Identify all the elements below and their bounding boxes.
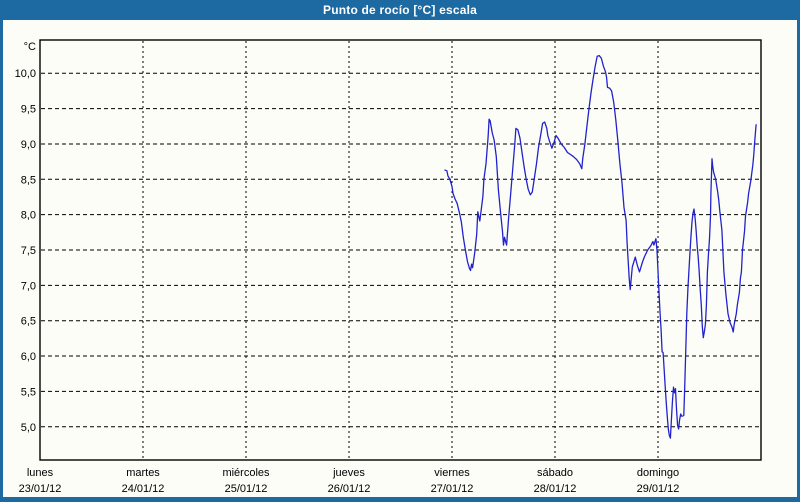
chart-area: 10,0 9,5 9,0 8,5 8,0 7,5 7,0 6,5 6,0 5,5 5,0 °C lune… <box>3 20 797 497</box>
y-tick-label: 7,5 <box>21 245 36 257</box>
title-bar: Punto de rocío [°C] escala <box>0 0 800 20</box>
y-tick-label: 9,5 <box>21 104 36 116</box>
y-tick-label: 9,0 <box>21 139 36 151</box>
day-date-label: 26/01/12 <box>328 483 371 495</box>
y-tick-label: 8,0 <box>21 210 36 222</box>
y-tick-label: 6,5 <box>21 316 36 328</box>
day-name-label: miércoles <box>222 467 270 479</box>
y-axis-unit-label: °C <box>24 41 36 53</box>
day-name-label: domingo <box>637 467 679 479</box>
y-tick-label: 8,5 <box>21 174 36 186</box>
day-name-label: lunes <box>27 467 54 479</box>
day-date-label: 29/01/12 <box>637 483 680 495</box>
chart-title: Punto de rocío [°C] escala <box>322 3 478 17</box>
y-tick-label: 5,5 <box>21 386 36 398</box>
y-tick-label: 10,0 <box>15 68 36 80</box>
day-name-label: sábado <box>537 467 573 479</box>
day-name-label: jueves <box>332 467 365 479</box>
y-tick-label: 6,0 <box>21 351 36 363</box>
dewpoint-series-line <box>444 54 757 439</box>
day-date-label: 23/01/12 <box>19 483 62 495</box>
day-date-label: 24/01/12 <box>122 483 165 495</box>
day-name-label: martes <box>126 467 160 479</box>
y-tick-label: 7,0 <box>21 280 36 292</box>
y-tick-label: 5,0 <box>21 422 36 434</box>
day-date-label: 27/01/12 <box>431 483 474 495</box>
dewpoint-chart: 10,0 9,5 9,0 8,5 8,0 7,5 7,0 6,5 6,0 5,5 5,0 °C lune… <box>15 39 762 495</box>
day-date-label: 28/01/12 <box>534 483 577 495</box>
day-date-label: 25/01/12 <box>225 483 268 495</box>
plot-border <box>39 39 762 461</box>
day-name-label: viernes <box>434 467 470 479</box>
